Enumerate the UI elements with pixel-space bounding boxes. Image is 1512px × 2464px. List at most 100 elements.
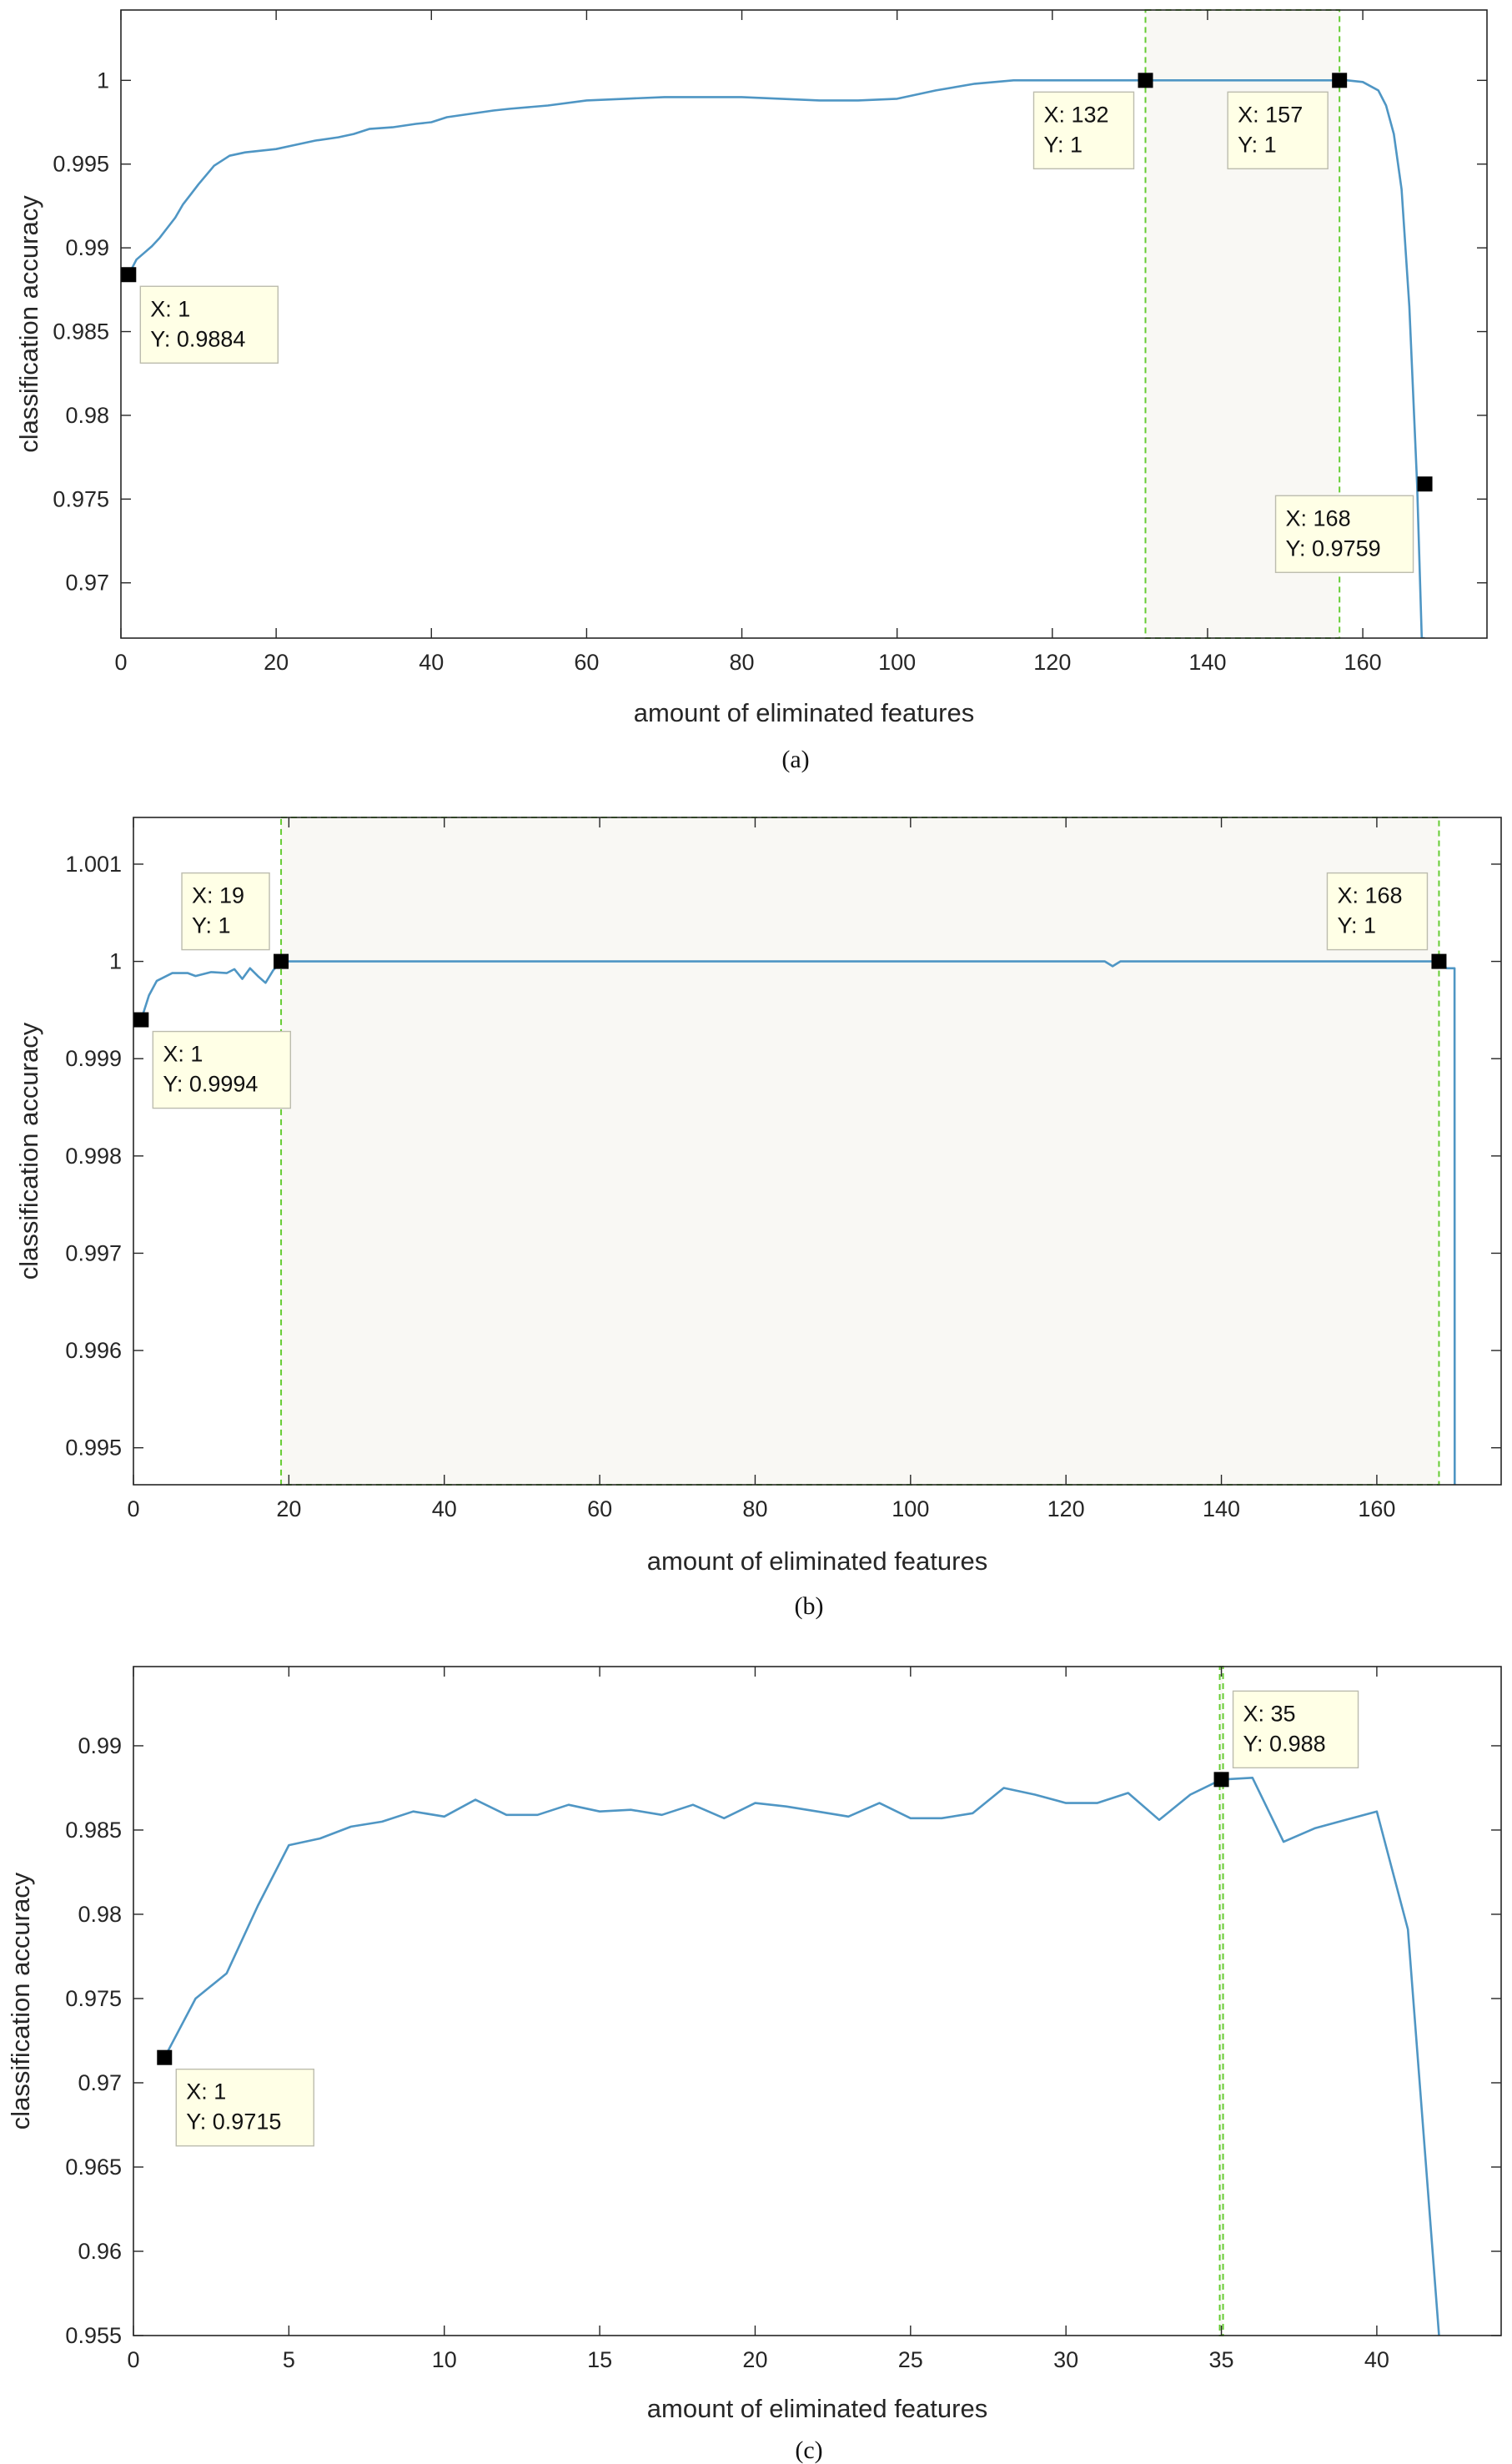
y-tick-label: 0.97 (78, 2070, 122, 2095)
datatip-box (152, 1030, 292, 1109)
y-tick-label: 1 (109, 949, 122, 974)
datatip-box (1326, 872, 1429, 951)
datatip-x-text: X: 132 (1044, 102, 1109, 127)
x-axis-label: amount of eliminated features (647, 1546, 987, 1576)
x-tick-label: 100 (878, 650, 916, 675)
x-tick-label: 60 (574, 650, 599, 675)
x-tick-label: 140 (1203, 1496, 1240, 1521)
y-axis-label: classification accuracy (14, 1022, 43, 1280)
datatip-x-text: X: 168 (1286, 505, 1351, 531)
datatip-x-text: X: 1 (150, 296, 190, 321)
x-tick-label: 20 (276, 1496, 301, 1521)
y-tick-label: 0.98 (78, 1902, 122, 1927)
x-axis-label: amount of eliminated features (634, 698, 974, 727)
y-tick-label: 0.99 (65, 235, 109, 260)
y-tick-label: 0.955 (65, 2323, 122, 2348)
datatip-x-text: X: 35 (1243, 1701, 1296, 1726)
axes-box (120, 9, 1488, 639)
x-tick-label: 40 (419, 650, 444, 675)
y-tick-label: 0.997 (65, 1240, 122, 1265)
x-tick-label: 40 (1364, 2347, 1389, 2372)
axes-box (133, 817, 1502, 1486)
datatip-x-text: X: 19 (192, 883, 244, 908)
x-axis-label: amount of eliminated features (647, 2394, 987, 2423)
datatip-box (1227, 91, 1329, 170)
x-tick-label: 160 (1344, 650, 1382, 675)
y-tick-label: 0.985 (53, 319, 109, 344)
datatip-x-text: X: 168 (1337, 883, 1402, 908)
panel-caption: (a) (781, 746, 809, 773)
chart-panel-1: 0 20 40 60 80 100 120 140 160 0.97 0.975 0.98 0.985 0… (14, 9, 1488, 773)
datatip-y-text: Y: 0.9994 (163, 1072, 258, 1097)
datatip-marker (121, 267, 137, 283)
y-axis-label: classification accuracy (6, 1872, 35, 2130)
x-tick-label: 10 (432, 2347, 457, 2372)
x-tick-label: 40 (432, 1496, 457, 1521)
datatip-x-text: X: 1 (163, 1042, 203, 1067)
x-tick-label: 15 (587, 2347, 612, 2372)
y-tick-label: 0.975 (53, 486, 109, 511)
x-tick-label: 0 (127, 1496, 139, 1521)
highlight-region (280, 817, 1440, 1486)
datatip-marker (1332, 73, 1348, 88)
datatip-y-text: Y: 0.9715 (186, 2109, 281, 2135)
x-tick-label: 120 (1033, 650, 1071, 675)
x-tick-label: 35 (1209, 2347, 1234, 2372)
x-tick-label: 20 (264, 650, 289, 675)
y-tick-label: 1 (97, 68, 109, 93)
datatip-box (181, 872, 270, 951)
chart-panel-2: 0 20 40 60 80 100 120 140 160 0.995 0.996 0.997 0.99… (14, 817, 1502, 1620)
datatip-box (175, 2068, 314, 2147)
y-tick-label: 0.98 (65, 403, 109, 428)
panel-caption: (c) (795, 2436, 822, 2464)
x-tick-label: 25 (898, 2347, 923, 2372)
datatip-y-text: Y: 1 (192, 913, 231, 938)
plot-area (133, 1667, 1501, 2336)
datatip-box (1232, 1690, 1359, 1769)
y-tick-label: 0.975 (65, 1986, 122, 2011)
y-tick-label: 0.995 (65, 1436, 122, 1461)
x-tick-label: 140 (1188, 650, 1226, 675)
y-tick-label: 0.97 (65, 571, 109, 596)
datatip-box (1032, 91, 1135, 170)
series-line (140, 960, 1456, 1485)
datatip-y-text: Y: 1 (1238, 132, 1277, 157)
datatip-marker (1138, 73, 1153, 88)
y-tick-label: 0.99 (78, 1733, 122, 1758)
datatip-y-text: Y: 1 (1044, 132, 1083, 157)
y-axis-label: classification accuracy (14, 195, 43, 453)
datatip-box (139, 285, 279, 364)
x-tick-label: 30 (1053, 2347, 1078, 2372)
datatip-marker (133, 1012, 149, 1028)
x-tick-label: 100 (892, 1496, 929, 1521)
y-tick-label: 0.996 (65, 1338, 122, 1363)
x-tick-label: 160 (1358, 1496, 1395, 1521)
y-tick-label: 0.998 (65, 1144, 122, 1169)
x-tick-label: 0 (127, 2347, 139, 2372)
y-tick-label: 0.995 (53, 152, 109, 177)
y-tick-label: 0.965 (65, 2155, 122, 2180)
highlight-region (1218, 1666, 1224, 2336)
x-tick-label: 20 (742, 2347, 767, 2372)
x-tick-label: 60 (587, 1496, 612, 1521)
x-tick-label: 0 (114, 650, 127, 675)
datatip-y-text: Y: 1 (1337, 913, 1376, 938)
datatip-y-text: Y: 0.9759 (1286, 536, 1381, 561)
y-tick-label: 1.001 (65, 852, 122, 877)
x-tick-label: 80 (730, 650, 755, 675)
datatip-marker (1417, 476, 1433, 492)
datatip-x-text: X: 1 (186, 2079, 226, 2104)
datatip-marker (157, 2049, 173, 2065)
x-tick-label: 5 (283, 2347, 295, 2372)
x-tick-label: 120 (1047, 1496, 1085, 1521)
chart-panel-3: 0 5 10 15 20 25 30 35 40 0.955 0.96 0.965 0.97 0.975 0… (6, 1666, 1502, 2464)
datatip-y-text: Y: 0.988 (1243, 1731, 1326, 1756)
x-tick-label: 80 (742, 1496, 767, 1521)
datatip-box (1274, 495, 1414, 573)
datatip-marker (1213, 1772, 1229, 1788)
datatip-y-text: Y: 0.9884 (150, 326, 245, 351)
y-tick-label: 0.985 (65, 1818, 122, 1843)
datatip-marker (274, 953, 289, 969)
axes-box (133, 1666, 1502, 2336)
